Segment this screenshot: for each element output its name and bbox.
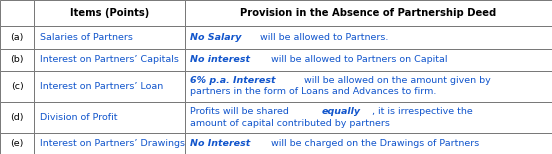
Text: Interest on Partners’ Loan: Interest on Partners’ Loan <box>40 82 163 91</box>
Text: will be charged on the Drawings of Partners: will be charged on the Drawings of Partn… <box>268 139 480 148</box>
Polygon shape <box>0 71 34 102</box>
Text: Profits will be shared: Profits will be shared <box>190 107 293 116</box>
Text: will be allowed on the amount given by: will be allowed on the amount given by <box>301 75 491 85</box>
Text: will be allowed to Partners.: will be allowed to Partners. <box>257 33 388 42</box>
Polygon shape <box>0 49 34 71</box>
Text: Interest on Partners’ Capitals: Interest on Partners’ Capitals <box>40 55 179 64</box>
Polygon shape <box>185 133 552 154</box>
Polygon shape <box>34 0 185 26</box>
Polygon shape <box>34 133 185 154</box>
Text: (a): (a) <box>10 33 24 42</box>
Polygon shape <box>34 71 185 102</box>
Text: Interest on Partners’ Drawings: Interest on Partners’ Drawings <box>40 139 185 148</box>
Polygon shape <box>34 49 185 71</box>
Text: , it is irrespective the: , it is irrespective the <box>373 107 473 116</box>
Polygon shape <box>185 71 552 102</box>
Polygon shape <box>0 26 34 49</box>
Text: No Salary: No Salary <box>190 33 242 42</box>
Polygon shape <box>185 26 552 49</box>
Polygon shape <box>0 0 34 26</box>
Text: equally: equally <box>322 107 361 116</box>
Text: (c): (c) <box>10 82 24 91</box>
Text: Items (Points): Items (Points) <box>70 8 149 18</box>
Text: Division of Profit: Division of Profit <box>40 113 117 122</box>
Polygon shape <box>0 102 34 133</box>
Polygon shape <box>34 102 185 133</box>
Text: No interest: No interest <box>190 55 251 64</box>
Polygon shape <box>185 102 552 133</box>
Text: amount of capital contributed by partners: amount of capital contributed by partner… <box>190 119 390 128</box>
Text: (b): (b) <box>10 55 24 64</box>
Text: 6% p.a. Interest: 6% p.a. Interest <box>190 75 276 85</box>
Polygon shape <box>34 26 185 49</box>
Polygon shape <box>185 0 552 26</box>
Text: will be allowed to Partners on Capital: will be allowed to Partners on Capital <box>268 55 447 64</box>
Text: No Interest: No Interest <box>190 139 251 148</box>
Text: (e): (e) <box>10 139 24 148</box>
Text: Provision in the Absence of Partnership Deed: Provision in the Absence of Partnership … <box>240 8 497 18</box>
Polygon shape <box>0 133 34 154</box>
Polygon shape <box>185 49 552 71</box>
Text: (d): (d) <box>10 113 24 122</box>
Text: partners in the form of Loans and Advances to firm.: partners in the form of Loans and Advanc… <box>190 87 437 97</box>
Text: Salaries of Partners: Salaries of Partners <box>40 33 132 42</box>
